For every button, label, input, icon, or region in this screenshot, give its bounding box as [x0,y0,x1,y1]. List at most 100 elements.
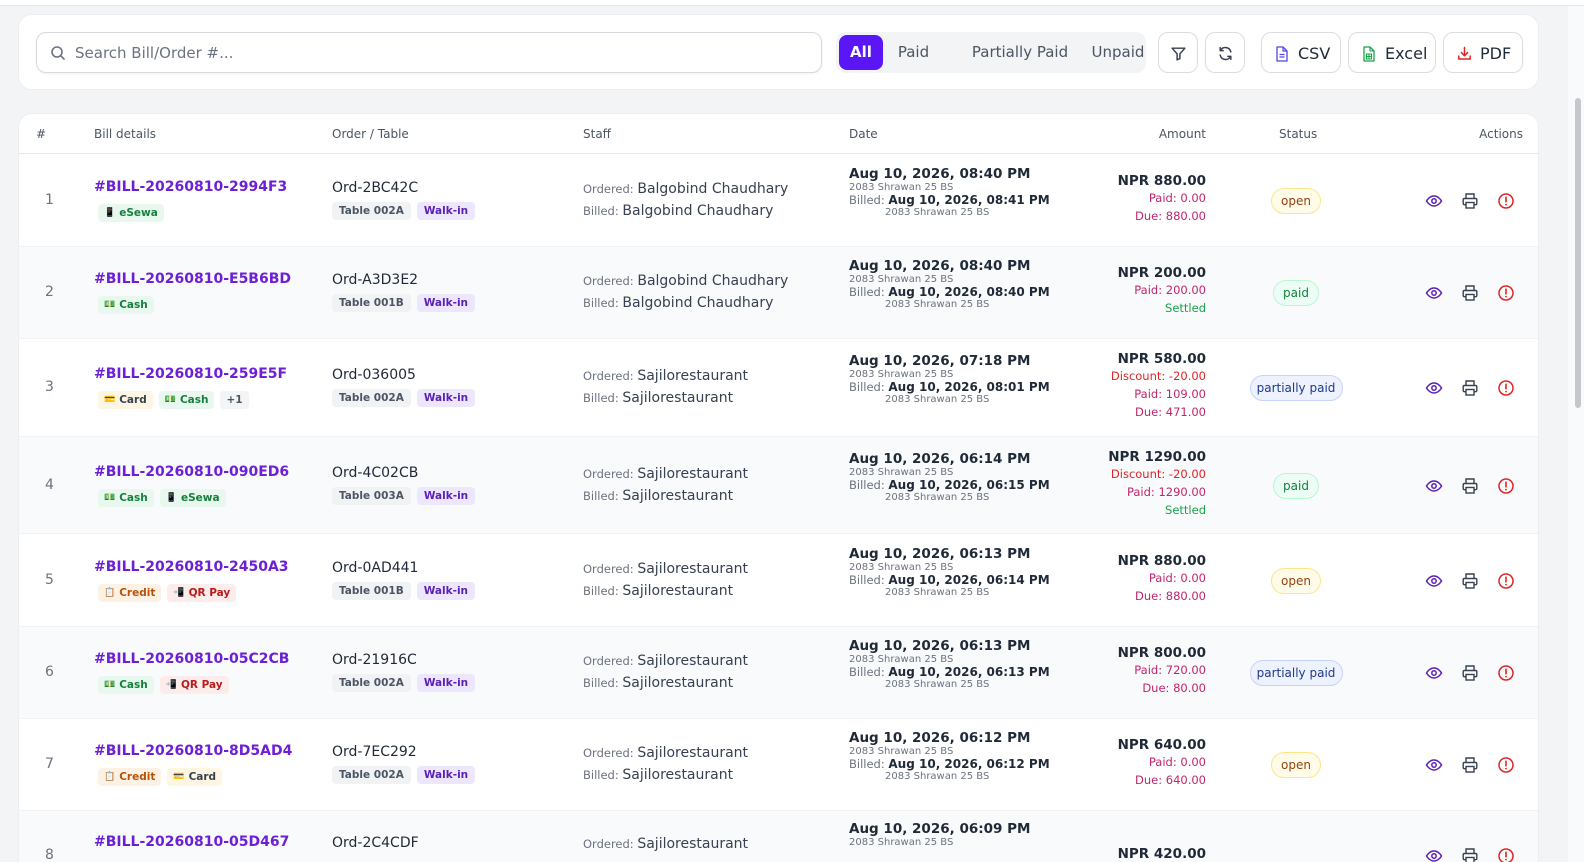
print-icon[interactable] [1461,847,1479,862]
payment-badge-cash: 💵 Cash [158,391,215,409]
ordered-by-label: Ordered: [583,181,638,196]
table-row[interactable]: 1 #BILL-20260810-2994F3 📱 eSewa Ord-2BC42C Ta… [19,154,1538,247]
print-icon[interactable] [1461,477,1479,495]
table-row[interactable]: 5 #BILL-20260810-2450A3 📋 Credit 📲 QR Pay Ord-… [19,534,1538,627]
bill-number-link[interactable]: #BILL-20260810-05C2CB [94,651,290,667]
order-type-badge: Walk-in [416,766,476,784]
view-icon[interactable] [1425,756,1443,774]
table-row[interactable]: 8 #BILL-20260810-05D467 Ord-2C4CDF Ordered:… [19,811,1538,862]
row-index: 8 [45,847,54,862]
amount-due: Due: 880.00 [1135,208,1206,223]
table-row[interactable]: 3 #BILL-20260810-259E5F 💳 Card 💵 Cash +1 Ord-03… [19,339,1538,437]
bill-number-link[interactable]: #BILL-20260810-8D5AD4 [94,743,293,759]
row-index: 4 [45,476,54,493]
table-row[interactable]: 6 #BILL-20260810-05C2CB 💵 Cash 📲 QR Pay Ord-21… [19,627,1538,719]
payment-label: Credit [119,586,156,599]
alert-icon[interactable] [1497,572,1515,590]
export-csv-button[interactable]: CSV [1261,32,1341,73]
row-index: 6 [45,664,54,680]
amount-settled: Settled [1165,301,1206,315]
table-row[interactable]: 7 #BILL-20260810-8D5AD4 📋 Credit 💳 Card Ord-7E… [19,719,1538,811]
refresh-button[interactable] [1205,32,1245,73]
alert-icon[interactable] [1497,379,1515,397]
billed-by-name: Sajilorestaurant [622,390,734,406]
table-row[interactable]: 2 #BILL-20260810-E5B6BD 💵 Cash Ord-A3D3E2 Tab… [19,247,1538,339]
view-icon[interactable] [1425,847,1443,862]
payment-methods: 💵 Cash [98,296,154,314]
filter-tab-partially-paid[interactable]: Partially Paid [971,43,1069,61]
billed-by-label: Billed: [583,488,623,503]
payment-label: QR Pay [188,586,231,599]
view-icon[interactable] [1425,664,1443,682]
billed-date-label: Billed: [849,477,889,492]
ordered-by-label: Ordered: [583,837,638,851]
alert-icon[interactable] [1497,284,1515,302]
payment-label: QR Pay [180,679,223,691]
col-actions: Actions [1479,127,1523,141]
ordered-by-label: Ordered: [583,274,638,288]
filter-tab-all[interactable]: All [839,35,883,70]
search-box[interactable] [36,32,822,73]
ordered-by: Ordered: Sajilorestaurant [583,368,748,384]
alert-icon[interactable] [1497,192,1515,210]
print-icon[interactable] [1461,756,1479,774]
billed-date-label: Billed: [849,665,889,679]
amount-total: NPR 420.00 [1117,846,1206,862]
view-icon[interactable] [1425,572,1443,590]
bill-number-link[interactable]: #BILL-20260810-259E5F [94,366,288,382]
print-icon[interactable] [1461,664,1479,682]
billed-date-value: Aug 10, 2026, 06:12 PM [888,757,1050,771]
ordered-by-name: Sajilorestaurant [637,836,749,852]
alert-icon[interactable] [1497,664,1515,682]
billed-date: Billed: Aug 10, 2026, 06:15 PM [849,478,1050,492]
print-icon[interactable] [1461,379,1479,397]
print-icon[interactable] [1461,192,1479,210]
payment-qr-icon: 📲 [165,680,177,690]
order-date: Aug 10, 2026, 06:12 PM [849,730,1031,746]
amount-due: Due: 471.00 [1135,405,1206,419]
export-pdf-button[interactable]: PDF [1443,32,1523,73]
filter-tab-unpaid[interactable]: Unpaid [1091,43,1145,61]
alert-icon[interactable] [1497,847,1515,862]
alert-icon[interactable] [1497,477,1515,495]
billed-date-bs: 2083 Shrawan 25 BS [885,299,990,310]
amount-disc: Discount: -20.00 [1110,369,1206,383]
date-block: Aug 10, 2026, 08:40 PM 2083 Shrawan 25 BS… [849,166,1050,218]
payment-methods: 💵 Cash 📲 QR Pay [98,676,229,694]
scrollbar-thumb[interactable] [1575,98,1581,408]
print-icon[interactable] [1461,284,1479,302]
order-number: Ord-036005 [332,367,416,383]
filter-tab-paid[interactable]: Paid [897,43,930,61]
view-icon[interactable] [1425,477,1443,495]
date-block: Aug 10, 2026, 06:14 PM 2083 Shrawan 25 BS… [849,451,1050,503]
view-icon[interactable] [1425,379,1443,397]
billed-date-bs: 2083 Shrawan 25 BS [885,491,990,503]
payment-qr-icon: 📲 [173,587,185,598]
filter-button[interactable] [1158,32,1198,73]
date-block: Aug 10, 2026, 07:18 PM 2083 Shrawan 25 BS… [849,353,1050,405]
export-excel-button[interactable]: Excel [1348,32,1436,73]
status-filter-tabs: All Paid Partially Paid Unpaid [836,32,1146,73]
table-row[interactable]: 4 #BILL-20260810-090ED6 💵 Cash 📱 eSewa Ord-4C0… [19,437,1538,534]
ordered-by: Ordered: Balgobind Chaudhary [583,273,788,289]
date-block: Aug 10, 2026, 06:09 PM 2083 Shrawan 25 BS [849,821,1030,848]
view-icon[interactable] [1425,192,1443,210]
bill-number-link[interactable]: #BILL-20260810-090ED6 [94,463,290,480]
order-date-bs: 2083 Shrawan 25 BS [849,369,954,380]
view-icon[interactable] [1425,284,1443,302]
billed-by: Billed: Sajilorestaurant [583,675,733,691]
payment-label: Cash [119,299,148,311]
payment-label: Cash [119,491,148,504]
alert-icon[interactable] [1497,756,1515,774]
print-icon[interactable] [1461,572,1479,590]
search-input[interactable] [75,33,815,72]
bill-number-link[interactable]: #BILL-20260810-05D467 [94,834,290,850]
order-date: Aug 10, 2026, 07:18 PM [849,353,1031,369]
page-scrollbar[interactable] [1568,6,1584,862]
amount-paid: Paid: 0.00 [1148,570,1206,585]
spreadsheet-icon [1363,46,1375,62]
row-index: 3 [45,379,54,395]
bill-number-link[interactable]: #BILL-20260810-E5B6BD [94,271,292,287]
bill-number-link[interactable]: #BILL-20260810-2450A3 [94,558,289,575]
bill-number-link[interactable]: #BILL-20260810-2994F3 [94,178,288,195]
